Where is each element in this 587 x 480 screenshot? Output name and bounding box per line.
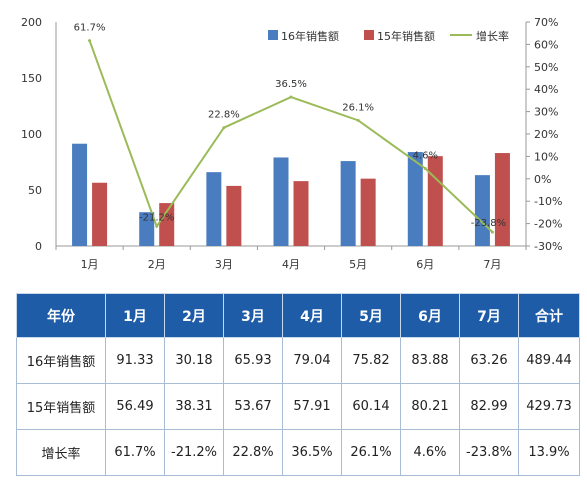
legend-label: 16年销售额 (281, 29, 339, 43)
table-cell: 30.18 (164, 337, 224, 384)
table-cell: 83.88 (400, 337, 460, 384)
sales-combo-chart: 0 50 100 150 200 -30% -20% -10% 0% 10% 20% 30% 40% 50… (21, 16, 562, 271)
table-cell: 489.44 (518, 337, 580, 384)
bar-series-16 (72, 143, 88, 246)
y-left-tick-label: 0 (35, 240, 42, 253)
table-cell: 22.8% (223, 429, 283, 476)
growth-rate-data-label: 36.5% (275, 79, 307, 90)
row-label: 15年销售额 (16, 383, 106, 430)
y-left-tick-label: 150 (21, 72, 42, 85)
header-month: 2月 (164, 293, 224, 338)
sales-data-table: 年份 1月 2月 3月 4月 5月 6月 7月 合计 16年销售额 91.33 … (16, 293, 580, 476)
table-cell: 57.91 (282, 383, 342, 430)
growth-rate-point (222, 126, 226, 130)
table-cell: 91.33 (105, 337, 165, 384)
table-cell: 61.7% (105, 429, 165, 476)
table-cell: 60.14 (341, 383, 401, 430)
y-right-tick-label: -30% (534, 240, 562, 253)
x-tick-label: 7月 (483, 258, 501, 271)
table-cell: 429.73 (518, 383, 580, 430)
legend-swatch (268, 30, 278, 40)
growth-rate-point (289, 95, 293, 99)
x-tick-label: 4月 (282, 258, 300, 271)
x-tick-label: 2月 (148, 258, 166, 271)
header-month: 3月 (223, 293, 283, 338)
legend-label: 增长率 (476, 29, 509, 43)
x-tick-label: 3月 (215, 258, 233, 271)
x-tick-label: 5月 (349, 258, 367, 271)
bar-series-15 (427, 156, 443, 246)
bar-series-15 (293, 181, 309, 246)
table-cell: 4.6% (400, 429, 460, 476)
table-cell: 82.99 (459, 383, 519, 430)
bar-series-15 (360, 178, 376, 246)
bar-series-16 (206, 172, 222, 246)
table-cell: -21.2% (164, 429, 224, 476)
growth-rate-point (88, 39, 92, 43)
table-cell: 53.67 (223, 383, 283, 430)
growth-rate-data-label: 4.6% (413, 150, 438, 161)
y-left-tick-label: 200 (21, 16, 42, 29)
table-cell: 56.49 (105, 383, 165, 430)
bar-series-16 (474, 175, 490, 246)
table-cell: 63.26 (459, 337, 519, 384)
header-year: 年份 (16, 293, 106, 338)
growth-rate-data-label: 61.7% (74, 23, 106, 34)
table-row: 15年销售额 56.49 38.31 53.67 57.91 60.14 80.… (16, 383, 580, 430)
y-right-tick-label: 50% (534, 61, 558, 74)
row-label: 16年销售额 (16, 337, 106, 384)
bar-series-16 (273, 157, 289, 246)
x-tick-label: 1月 (81, 258, 99, 271)
growth-rate-point (155, 224, 159, 228)
y-left-tick-label: 100 (21, 128, 42, 141)
table-cell: 36.5% (282, 429, 342, 476)
y-right-tick-label: 60% (534, 38, 558, 51)
table-cell: 80.21 (400, 383, 460, 430)
y-right-tick-label: 20% (534, 128, 558, 141)
table-cell: 26.1% (341, 429, 401, 476)
bar-series-15 (159, 203, 175, 246)
x-tick-label: 6月 (416, 258, 434, 271)
y-right-tick-label: 0% (534, 173, 551, 186)
y-right-tick-label: 70% (534, 16, 558, 29)
table-cell: 38.31 (164, 383, 224, 430)
y-left-tick-label: 50 (28, 184, 42, 197)
y-right-tick-label: 30% (534, 106, 558, 119)
legend-label: 15年销售额 (377, 29, 435, 43)
y-right-tick-label: -20% (534, 218, 562, 231)
header-month: 1月 (105, 293, 165, 338)
growth-rate-data-label: -21.2% (139, 212, 174, 223)
growth-rate-point (423, 166, 427, 170)
growth-rate-data-label: 22.8% (208, 110, 240, 121)
growth-rate-point (490, 230, 494, 234)
header-month: 6月 (400, 293, 460, 338)
bar-series-16 (340, 161, 356, 246)
bar-series-16 (139, 212, 155, 246)
growth-rate-data-label: 26.1% (342, 102, 374, 113)
table-cell: 13.9% (518, 429, 580, 476)
bar-series-16 (407, 152, 423, 246)
header-total: 合计 (518, 293, 580, 338)
header-month: 7月 (459, 293, 519, 338)
bar-series-15 (226, 185, 242, 246)
header-month: 5月 (341, 293, 401, 338)
row-label: 增长率 (16, 429, 106, 476)
table-header-row: 年份 1月 2月 3月 4月 5月 6月 7月 合计 (16, 293, 580, 338)
growth-rate-data-label: -23.8% (471, 218, 506, 229)
growth-rate-point (356, 118, 360, 122)
header-month: 4月 (282, 293, 342, 338)
table-cell: 79.04 (282, 337, 342, 384)
bar-series-15 (92, 182, 108, 246)
legend-swatch (364, 30, 374, 40)
table-cell: -23.8% (459, 429, 519, 476)
table-row: 增长率 61.7% -21.2% 22.8% 36.5% 26.1% 4.6% … (16, 429, 580, 476)
y-right-tick-label: 40% (534, 83, 558, 96)
y-right-tick-label: -10% (534, 195, 562, 208)
table-cell: 75.82 (341, 337, 401, 384)
bar-series-15 (494, 153, 510, 246)
table-row: 16年销售额 91.33 30.18 65.93 79.04 75.82 83.… (16, 337, 580, 384)
table-cell: 65.93 (223, 337, 283, 384)
y-right-tick-label: 10% (534, 150, 558, 163)
